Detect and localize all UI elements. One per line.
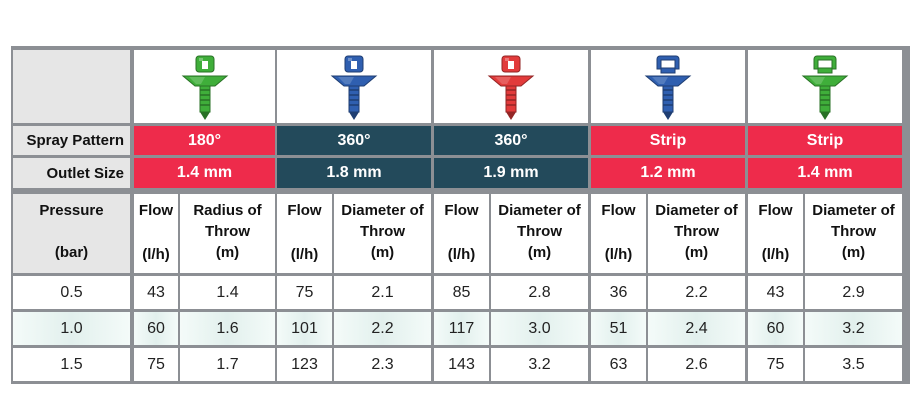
nozzle-image-cell — [134, 50, 275, 123]
throw-value: 1.7 — [180, 348, 275, 381]
throw-value: 2.8 — [491, 276, 588, 309]
throw-value: 3.2 — [491, 348, 588, 381]
outlet-size-value: 1.4 mm — [134, 158, 275, 188]
flow-header-label: Flow — [601, 202, 636, 219]
pressure-value: 1.5 — [13, 348, 130, 381]
flow-header: Flow (l/h) — [591, 194, 646, 273]
flow-value: 43 — [134, 276, 178, 309]
nozzle-image-cell — [434, 50, 588, 123]
flow-header: Flow (l/h) — [277, 194, 332, 273]
blue-360-nozzle-icon — [324, 52, 384, 122]
throw-value: 2.3 — [334, 348, 431, 381]
flow-header-unit: (l/h) — [447, 246, 476, 263]
green-strip-nozzle-icon — [795, 52, 855, 122]
corner-cell — [13, 50, 130, 123]
flow-value: 63 — [591, 348, 646, 381]
throw-header: Diameter of Throw (m) — [334, 194, 431, 273]
flow-value: 43 — [748, 276, 803, 309]
throw-value: 3.0 — [491, 312, 588, 345]
throw-value: 3.2 — [805, 312, 902, 345]
flow-value: 117 — [434, 312, 489, 345]
spray-pattern-value: 180° — [134, 126, 275, 155]
flow-header: Flow (l/h) — [134, 194, 178, 273]
pressure-header-label: Pressure — [39, 202, 104, 219]
throw-header-line2: Throw — [360, 223, 405, 240]
flow-value: 51 — [591, 312, 646, 345]
throw-value: 2.1 — [334, 276, 431, 309]
flow-value: 60 — [748, 312, 803, 345]
flow-header: Flow (l/h) — [748, 194, 803, 273]
throw-header-line2: Throw — [674, 223, 719, 240]
throw-header: Diameter of Throw (m) — [805, 194, 902, 273]
throw-header: Diameter of Throw (m) — [648, 194, 745, 273]
flow-header-label: Flow — [758, 202, 793, 219]
throw-value: 1.6 — [180, 312, 275, 345]
flow-header: Flow (l/h) — [434, 194, 489, 273]
throw-header-line2: Throw — [205, 223, 250, 240]
throw-header-line1: Diameter of — [341, 202, 424, 219]
spec-table: Spray Pattern 180° 360° 360° Strip Strip Outle… — [11, 46, 910, 384]
throw-header-unit: (m) — [370, 244, 395, 261]
flow-value: 75 — [748, 348, 803, 381]
flow-header-unit: (l/h) — [761, 246, 790, 263]
throw-header-line1: Radius of — [193, 202, 262, 219]
throw-header: Radius of Throw (m) — [180, 194, 275, 273]
pressure-value: 1.0 — [13, 312, 130, 345]
throw-value: 3.5 — [805, 348, 902, 381]
nozzle-image-cell — [277, 50, 431, 123]
spray-pattern-value: Strip — [591, 126, 745, 155]
flow-header-unit: (l/h) — [142, 246, 170, 263]
throw-header-line2: Throw — [517, 223, 562, 240]
flow-header-unit: (l/h) — [604, 246, 633, 263]
throw-value: 2.2 — [648, 276, 745, 309]
throw-header-line1: Diameter of — [812, 202, 895, 219]
flow-value: 85 — [434, 276, 489, 309]
flow-value: 75 — [134, 348, 178, 381]
blue-strip-nozzle-icon — [638, 52, 698, 122]
red-360-nozzle-icon — [481, 52, 541, 122]
pressure-header: Pressure (bar) — [13, 194, 130, 273]
flow-header-label: Flow — [138, 202, 174, 219]
spray-pattern-value: Strip — [748, 126, 902, 155]
throw-header-line1: Diameter of — [655, 202, 738, 219]
throw-value: 2.2 — [334, 312, 431, 345]
outlet-size-value: 1.8 mm — [277, 158, 431, 188]
nozzle-image-cell — [591, 50, 745, 123]
throw-header-unit: (m) — [684, 244, 709, 261]
spray-pattern-value: 360° — [277, 126, 431, 155]
spray-pattern-value: 360° — [434, 126, 588, 155]
throw-header-unit: (m) — [527, 244, 552, 261]
green-180-nozzle-icon — [175, 52, 235, 122]
flow-value: 123 — [277, 348, 332, 381]
outlet-size-value: 1.2 mm — [591, 158, 745, 188]
throw-header-line1: Diameter of — [498, 202, 581, 219]
spray-pattern-label: Spray Pattern — [13, 126, 130, 155]
flow-value: 60 — [134, 312, 178, 345]
flow-value: 36 — [591, 276, 646, 309]
flow-header-label: Flow — [444, 202, 479, 219]
throw-header-line2: Throw — [831, 223, 876, 240]
outlet-size-value: 1.9 mm — [434, 158, 588, 188]
throw-value: 2.9 — [805, 276, 902, 309]
flow-value: 75 — [277, 276, 332, 309]
outlet-size-value: 1.4 mm — [748, 158, 902, 188]
throw-header-unit: (m) — [215, 244, 240, 261]
pressure-header-unit: (bar) — [54, 244, 89, 261]
flow-header-unit: (l/h) — [290, 246, 319, 263]
throw-value: 1.4 — [180, 276, 275, 309]
throw-header: Diameter of Throw (m) — [491, 194, 588, 273]
flow-value: 143 — [434, 348, 489, 381]
pressure-value: 0.5 — [13, 276, 130, 309]
flow-header-label: Flow — [287, 202, 322, 219]
outlet-size-label: Outlet Size — [13, 158, 130, 188]
throw-value: 2.6 — [648, 348, 745, 381]
nozzle-image-cell — [748, 50, 902, 123]
flow-value: 101 — [277, 312, 332, 345]
throw-value: 2.4 — [648, 312, 745, 345]
throw-header-unit: (m) — [841, 244, 866, 261]
